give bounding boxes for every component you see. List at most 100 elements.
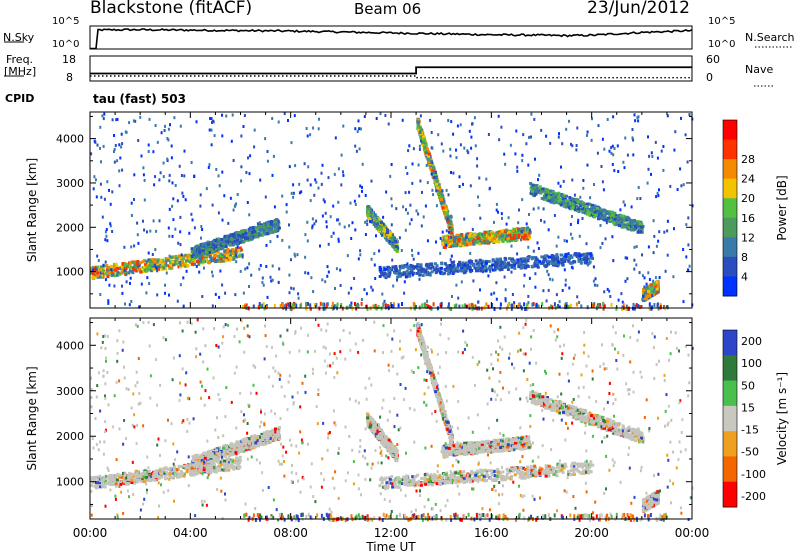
power-cell — [297, 292, 300, 296]
power-cell — [557, 260, 561, 264]
power-cell — [235, 260, 238, 264]
power-cell — [503, 262, 507, 266]
power-cell — [513, 301, 516, 305]
power-cell — [385, 232, 389, 236]
power-cell — [259, 233, 263, 237]
power-cell — [383, 274, 387, 278]
power-cell — [575, 148, 578, 152]
power-cell — [416, 127, 420, 131]
power-cell — [432, 166, 436, 170]
power-cell — [622, 160, 625, 164]
power-cell — [436, 191, 440, 195]
power-cell — [170, 156, 173, 160]
power-cell — [164, 124, 166, 128]
power-cell — [531, 255, 534, 259]
power-cell — [320, 171, 323, 175]
power-cell — [182, 254, 186, 258]
power-cell — [643, 285, 646, 289]
power-cell — [214, 244, 218, 248]
power-cell — [423, 145, 427, 149]
freq-unit-label: [MHz] — [4, 65, 37, 78]
power-cell — [452, 264, 456, 267]
power-cell — [396, 275, 400, 279]
power-cell — [386, 228, 389, 232]
power-cell — [220, 253, 224, 257]
power-cell — [576, 295, 579, 299]
power-cell — [248, 172, 251, 176]
power-cell — [169, 266, 173, 270]
power-cell — [587, 257, 591, 261]
power-cell — [485, 236, 489, 240]
power-cell — [214, 292, 217, 296]
power-cell — [679, 167, 682, 171]
power-cell — [600, 165, 603, 168]
power-cell — [136, 265, 140, 269]
power-cell — [633, 258, 636, 262]
power-cell — [99, 182, 102, 186]
power-cell — [125, 265, 129, 269]
noise-panel-frame — [89, 25, 693, 50]
power-cell — [263, 230, 267, 234]
power-cell — [550, 262, 554, 265]
power-cell — [126, 263, 130, 266]
power-cell — [239, 234, 243, 238]
power-cell — [131, 271, 135, 275]
power-cell — [145, 269, 149, 273]
power-cell — [445, 243, 448, 247]
power-cell — [410, 218, 413, 222]
power-cell — [601, 137, 604, 141]
power-cell — [593, 210, 597, 214]
power-cell — [576, 201, 580, 205]
power-cell — [485, 241, 489, 245]
power-cell — [515, 234, 519, 238]
power-cell — [542, 289, 545, 293]
power-cell — [557, 201, 561, 205]
power-cell — [611, 163, 614, 166]
power-cell — [506, 239, 510, 243]
power-cell — [133, 244, 136, 248]
power-cell — [425, 267, 429, 271]
power-cell — [672, 275, 675, 279]
power-cell — [116, 273, 120, 277]
power-cell — [617, 218, 621, 222]
power-cell — [403, 280, 406, 284]
power-cell — [635, 245, 638, 249]
power-cell — [578, 301, 581, 304]
power-cell — [269, 240, 272, 244]
power-cell — [148, 282, 151, 285]
power-cell — [538, 185, 542, 189]
power-cell — [437, 133, 440, 137]
power-cell — [491, 259, 495, 263]
power-cell — [647, 167, 650, 171]
power-cell — [451, 272, 455, 275]
power-cell — [616, 220, 620, 224]
power-cell — [435, 240, 437, 244]
power-cell — [166, 157, 169, 161]
power-cell — [442, 149, 445, 153]
power-cell — [91, 271, 95, 275]
power-cell — [210, 143, 213, 147]
power-cell — [394, 265, 398, 268]
power-cell — [383, 229, 387, 232]
power-cell — [164, 257, 168, 261]
power-cell — [550, 197, 554, 201]
power-cell — [387, 122, 390, 126]
power-cell — [292, 183, 295, 187]
power-cell — [430, 131, 433, 134]
power-cell — [452, 171, 455, 175]
power-cell — [509, 236, 513, 240]
power-cell — [215, 168, 218, 171]
power-cell — [636, 220, 640, 223]
power-cell — [168, 234, 171, 238]
power-cell — [547, 288, 550, 292]
power-cell — [427, 266, 431, 270]
power-cell — [355, 149, 358, 153]
power-cell — [153, 260, 157, 264]
power-cell — [237, 233, 241, 237]
power-cell — [264, 137, 267, 141]
power-cell — [133, 261, 137, 265]
power-cell — [534, 184, 538, 188]
power-cell — [249, 229, 253, 233]
power-cell — [388, 273, 392, 277]
power-cell — [686, 160, 689, 164]
